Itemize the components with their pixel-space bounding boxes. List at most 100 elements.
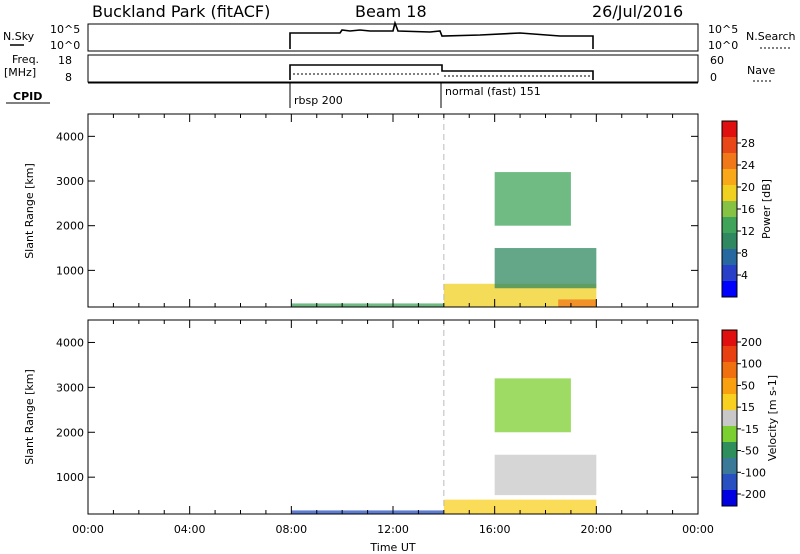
velocity-colorbar-bin-8	[722, 362, 737, 378]
velocity-colorbar-bin-0	[722, 490, 737, 506]
frequency-trace	[289, 64, 594, 80]
power-colorbar-bin-6	[722, 185, 737, 201]
cpid-mode-normal: normal (fast) 151	[445, 85, 541, 98]
velocity-feature-3	[494, 378, 571, 433]
velocity-ytick-label-3: 4000	[56, 336, 84, 349]
velocity-colorbar-bin-4	[722, 426, 737, 442]
velocity-ytick-label-1: 2000	[56, 426, 84, 439]
velocity-yticks: 1000 2000 3000 4000	[56, 336, 698, 484]
velocity-colorbar-tick-label-4: -15	[741, 423, 759, 436]
power-colorbar-bin-10	[722, 121, 737, 137]
velocity-colorbar-bin-6	[722, 394, 737, 410]
power-colorbar-bin-2	[722, 249, 737, 265]
velocity-feature-2	[494, 454, 597, 496]
freq-left-tick-top: 18	[58, 54, 72, 67]
noise-right-tick-bottom: 10^0	[708, 39, 738, 52]
velocity-colorbar-bin-5	[722, 410, 737, 426]
power-data	[291, 114, 597, 307]
freq-right-tick-bottom: 0	[710, 71, 717, 84]
velocity-colorbar-bin-1	[722, 474, 737, 490]
noise-panel: N.Sky 10^5 10^0 10^5 10^0 N.Search	[3, 20, 796, 52]
velocity-xtick-label-0: 00:00	[72, 523, 104, 536]
power-colorbar-bins	[722, 121, 737, 297]
velocity-colorbar-tick-label-3: 15	[741, 401, 755, 414]
velocity-frame	[87, 319, 699, 515]
velocity-xtick-label-5: 20:00	[580, 523, 612, 536]
velocity-ytick-label-0: 1000	[56, 471, 84, 484]
velocity-colorbar-tick-label-1: 100	[741, 358, 762, 371]
cpid-label: CPID	[13, 90, 42, 103]
power-colorbar-bin-3	[722, 233, 737, 249]
velocity-colorbar-bin-7	[722, 378, 737, 394]
velocity-xtick-label-6: 00:00	[682, 523, 714, 536]
velocity-colorbar-bins	[722, 330, 737, 506]
noise-left-tick-bottom: 10^0	[50, 39, 80, 52]
noise-sky-label: N.Sky	[3, 30, 35, 43]
velocity-colorbar-bin-9	[722, 346, 737, 362]
velocity-colorbar-tick-label-0: 200	[741, 336, 762, 349]
power-yticks: 1000 2000 3000 4000	[56, 130, 698, 277]
power-features	[291, 172, 597, 307]
power-colorbar-tick-label-5: 24	[741, 159, 755, 172]
power-ytick-label-3: 4000	[56, 130, 84, 143]
velocity-xtick-label-2: 08:00	[275, 523, 307, 536]
power-ytick-label-2: 3000	[56, 175, 84, 188]
power-panel: Slant Range [km] 1000 2000 3000 4000 4 8 12 16…	[23, 113, 773, 308]
beam-title: Beam 18	[355, 2, 427, 21]
time-xlabel: Time UT	[369, 541, 415, 554]
date-title: 26/Jul/2016	[592, 2, 683, 21]
velocity-colorbar-label: Velocity [m s-1]	[766, 375, 779, 461]
noise-panel-frame	[87, 23, 699, 52]
noise-sky-trace	[289, 20, 594, 49]
power-feature-4	[494, 172, 571, 226]
power-colorbar-tick-label-2: 12	[741, 225, 755, 238]
velocity-colorbar-bin-3	[722, 442, 737, 458]
power-feature-3	[494, 248, 597, 289]
velocity-xtick-label-3: 12:00	[377, 523, 409, 536]
noise-search-label: N.Search	[746, 30, 796, 43]
velocity-colorbar: 200 100 50 15 -15 -50 -100 -200 Velocity [m s-1…	[721, 329, 779, 507]
freq-left-tick-bottom: 8	[65, 71, 72, 84]
power-colorbar-tick-label-6: 28	[741, 137, 755, 150]
velocity-xtick-label-4: 16:00	[479, 523, 511, 536]
power-colorbar-bin-0	[722, 281, 737, 297]
power-colorbar-tick-label-1: 8	[741, 247, 748, 260]
velocity-colorbar-bin-2	[722, 458, 737, 474]
velocity-ytick-label-2: 3000	[56, 381, 84, 394]
power-colorbar-bin-4	[722, 217, 737, 233]
cpid-mode-rbsp: rbsp 200	[294, 94, 343, 107]
velocity-xtick-label-1: 04:00	[174, 523, 206, 536]
velocity-colorbar-tick-label-6: -100	[741, 466, 766, 479]
noise-right-tick-top: 10^5	[708, 23, 738, 36]
power-ylabel: Slant Range [km]	[23, 163, 36, 259]
velocity-colorbar-bin-10	[722, 330, 737, 346]
power-colorbar-tick-label-0: 4	[741, 269, 748, 282]
power-colorbar-bin-5	[722, 201, 737, 217]
velocity-colorbar-ticks: 200 100 50 15 -15 -50 -100 -200	[737, 336, 766, 501]
velocity-colorbar-tick-label-7: -200	[741, 488, 766, 501]
cpid-panel: CPID rbsp 200 normal (fast) 151	[6, 82, 698, 108]
power-colorbar-bin-7	[722, 169, 737, 185]
velocity-xticks: 00:00 04:00 08:00 12:00 16:00 20:00 00:00	[72, 320, 714, 536]
freq-unit-label: [MHz]	[4, 66, 36, 79]
power-colorbar-bin-1	[722, 265, 737, 281]
freq-right-tick-top: 60	[710, 54, 724, 67]
velocity-feature-1	[443, 499, 597, 514]
frequency-panel: Freq. [MHz] 18 8 60 0 Nave	[4, 53, 775, 84]
power-xticks	[87, 114, 699, 307]
power-ytick-label-1: 2000	[56, 220, 84, 233]
noise-left-tick-top: 10^5	[50, 23, 80, 36]
power-frame	[87, 113, 699, 308]
velocity-colorbar-tick-label-5: -50	[741, 445, 759, 458]
freq-label: Freq.	[12, 53, 39, 66]
power-colorbar-tick-label-3: 16	[741, 203, 755, 216]
power-ytick-label-0: 1000	[56, 264, 84, 277]
velocity-colorbar-tick-label-2: 50	[741, 379, 755, 392]
power-colorbar-label: Power [dB]	[760, 179, 773, 239]
power-colorbar-bin-8	[722, 153, 737, 169]
power-colorbar-bin-9	[722, 137, 737, 153]
velocity-colorbar-frame	[721, 329, 738, 507]
velocity-data	[291, 320, 597, 514]
